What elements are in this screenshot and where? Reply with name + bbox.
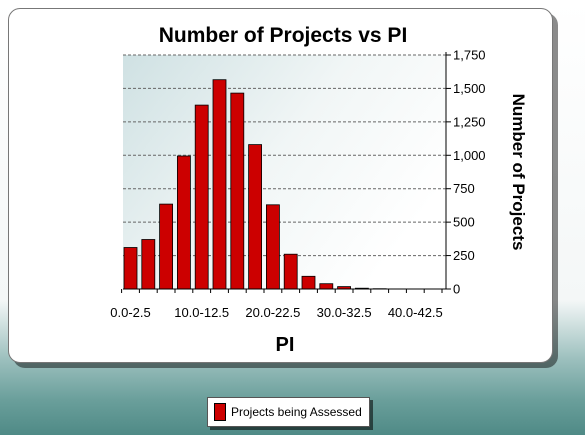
y-tick-label: 0 bbox=[453, 282, 460, 297]
chart-title: Number of Projects vs PI bbox=[159, 24, 408, 47]
y-tick-label: 1,250 bbox=[453, 114, 486, 129]
legend-label: Projects being Assessed bbox=[231, 405, 362, 419]
x-tick-label: 10.0-12.5 bbox=[174, 305, 229, 320]
y-tick-label: 500 bbox=[453, 215, 475, 230]
bar bbox=[301, 275, 316, 290]
bar bbox=[283, 253, 298, 290]
bar bbox=[319, 283, 334, 290]
bar bbox=[194, 104, 209, 290]
y-tick-label: 750 bbox=[453, 181, 475, 196]
bar bbox=[176, 155, 191, 290]
plot-area bbox=[123, 55, 446, 289]
x-tick-labels: 0.0-2.5 10.0-12.5 20.0-22.5 30.0-32.5 40.0-4… bbox=[110, 305, 443, 320]
axes bbox=[121, 52, 451, 293]
bar bbox=[212, 79, 227, 290]
x-tick-label: 40.0-42.5 bbox=[388, 305, 443, 320]
bar bbox=[141, 239, 156, 290]
bars bbox=[123, 79, 405, 290]
bar bbox=[230, 92, 245, 290]
y-tick-label: 1,750 bbox=[453, 48, 486, 63]
y-tick-label: 250 bbox=[453, 248, 475, 263]
bar bbox=[159, 203, 174, 290]
legend: Projects being Assessed bbox=[207, 397, 370, 427]
legend-swatch bbox=[214, 403, 226, 421]
y-tick-label: 1,000 bbox=[453, 148, 486, 163]
x-axis-label: PI bbox=[276, 334, 295, 356]
bar bbox=[248, 144, 263, 290]
y-tick-labels: 0 250 500 750 1,000 1,250 1,500 1,750 bbox=[453, 48, 486, 297]
bar bbox=[265, 204, 280, 290]
x-tick-label: 20.0-22.5 bbox=[245, 305, 300, 320]
y-tick-label: 1,500 bbox=[453, 81, 486, 96]
x-tick-label: 0.0-2.5 bbox=[110, 305, 150, 320]
bar bbox=[123, 247, 138, 290]
y-axis-label: Number of Projects bbox=[509, 94, 528, 251]
x-tick-label: 30.0-32.5 bbox=[317, 305, 372, 320]
